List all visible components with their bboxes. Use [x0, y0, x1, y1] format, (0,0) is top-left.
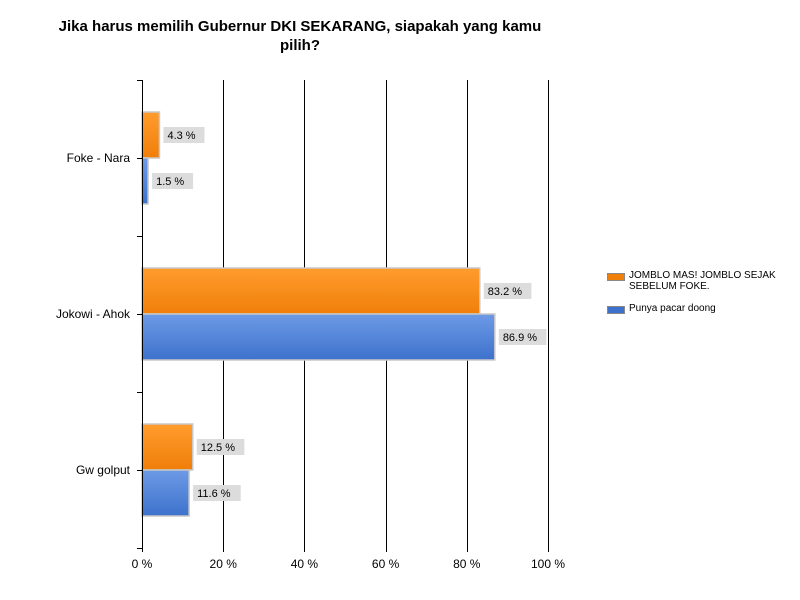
category-label: Jokowi - Ahok: [56, 307, 131, 321]
data-label-bg: [498, 329, 547, 345]
x-tick-label: 60 %: [372, 557, 400, 571]
legend-item-jomblo: JOMBLO MAS! JOMBLO SEJAK SEBELUM FOKE.: [607, 270, 787, 292]
chart-title: Jika harus memilih Gubernur DKI SEKARANG…: [58, 18, 542, 54]
bar-0-2: [141, 423, 194, 471]
legend-label-jomblo: JOMBLO MAS! JOMBLO SEJAK SEBELUM FOKE.: [629, 270, 776, 292]
data-label-bg: [152, 173, 194, 189]
data-label: 1.5 %: [156, 176, 184, 188]
data-label: 4.3 %: [167, 130, 195, 142]
x-tick-label: 80 %: [453, 557, 481, 571]
legend-label-pacar: Punya pacar doong: [629, 303, 716, 314]
legend-item-pacar: Punya pacar doong: [607, 303, 787, 314]
x-tick-label: 20 %: [210, 557, 238, 571]
category-label: Gw golput: [76, 463, 131, 477]
data-label-bg: [163, 127, 205, 143]
bar-1-2: [141, 469, 190, 517]
data-label-bg: [193, 485, 241, 501]
data-label-bg: [483, 283, 532, 299]
bar-1-1: [141, 313, 496, 361]
data-label-bg: [196, 439, 245, 455]
data-label: 12.5 %: [201, 442, 235, 454]
x-tick-label: 40 %: [291, 557, 319, 571]
bar-0-1: [141, 267, 481, 315]
category-label: Foke - Nara: [67, 151, 131, 165]
bar-0-0: [141, 111, 161, 159]
data-label: 86.9 %: [503, 332, 537, 344]
data-label: 83.2 %: [488, 286, 522, 298]
x-tick-label: 100 %: [531, 557, 565, 571]
legend: JOMBLO MAS! JOMBLO SEJAK SEBELUM FOKE. P…: [607, 270, 787, 325]
data-label: 11.6 %: [197, 488, 231, 500]
legend-swatch-jomblo: [607, 273, 625, 281]
x-tick-label: 0 %: [132, 557, 153, 571]
legend-swatch-pacar: [607, 306, 625, 314]
